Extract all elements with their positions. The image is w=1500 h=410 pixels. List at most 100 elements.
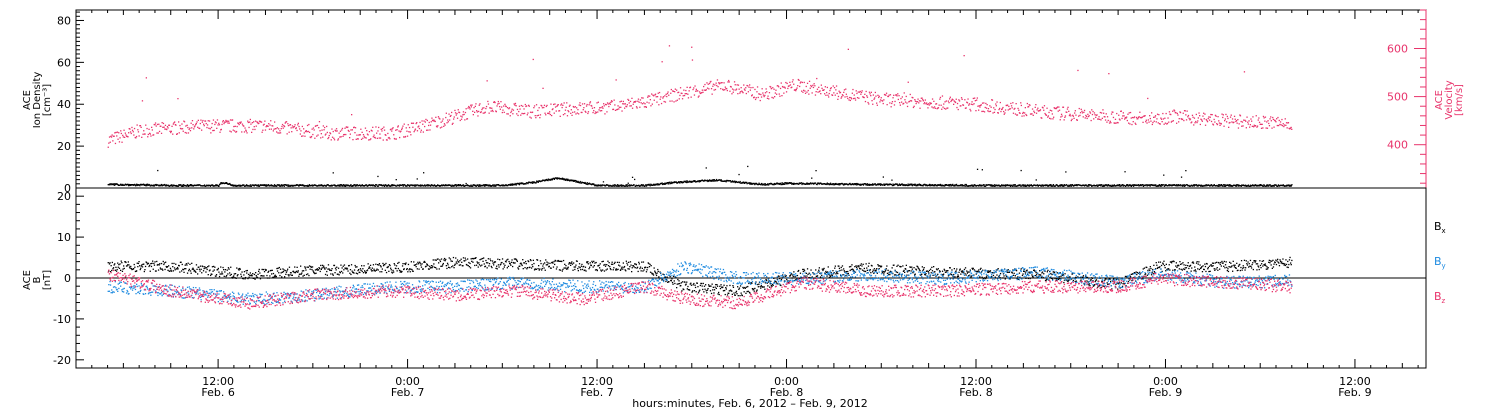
- velocity-series-point: [783, 86, 786, 88]
- velocity-series-point: [730, 86, 732, 88]
- velocity-series-point: [1189, 118, 1192, 120]
- density-series-point: [1249, 185, 1251, 187]
- velocity-series-point: [218, 124, 221, 126]
- density-series-point: [642, 184, 644, 186]
- velocity-series-point: [1252, 116, 1254, 118]
- velocity-series-point: [608, 105, 610, 108]
- density-series-point: [165, 185, 167, 187]
- bx-series-point: [532, 265, 534, 268]
- bx-series-point: [480, 265, 482, 267]
- bx-series-point: [384, 269, 386, 271]
- bx-series-point: [339, 271, 341, 273]
- velocity-series-point: [1215, 115, 1217, 117]
- velocity-series-point: [170, 130, 172, 132]
- velocity-series-point: [503, 111, 505, 113]
- velocity-series-point: [1014, 107, 1016, 110]
- density-series-point: [1291, 184, 1293, 186]
- bx-series-point: [316, 268, 318, 270]
- density-series-point: [761, 183, 763, 185]
- velocity-series-point: [1278, 124, 1280, 127]
- bx-series-point: [226, 274, 228, 277]
- bx-series-point: [272, 272, 275, 275]
- density-series-point: [345, 185, 347, 187]
- velocity-series-point: [1074, 112, 1076, 114]
- bx-series-point: [215, 275, 217, 277]
- density-series-point: [789, 182, 791, 184]
- velocity-series-point: [1290, 126, 1292, 129]
- velocity-series-point: [176, 133, 178, 135]
- bx-series-point: [337, 267, 340, 269]
- bx-series-point: [206, 268, 208, 271]
- density-series-point: [882, 184, 884, 186]
- density-series-point: [648, 183, 650, 185]
- velocity-series-point: [983, 111, 986, 113]
- velocity-series-point: [323, 129, 325, 131]
- velocity-series-point: [555, 110, 557, 112]
- velocity-series-point: [659, 98, 661, 100]
- velocity-series-point: [284, 122, 286, 124]
- velocity-series-point: [1062, 106, 1065, 108]
- velocity-series-point: [379, 137, 382, 139]
- velocity-series-point: [415, 122, 417, 125]
- density-series-point: [624, 185, 627, 187]
- velocity-series-point: [1281, 125, 1284, 127]
- bx-series-point: [249, 274, 251, 276]
- velocity-series-point: [852, 88, 854, 91]
- bx-series-point: [600, 269, 602, 271]
- velocity-series-point: [1058, 109, 1061, 111]
- velocity-series-point: [856, 92, 858, 95]
- velocity-series-point: [436, 126, 438, 128]
- bx-series-point: [220, 273, 222, 275]
- density-series-point: [878, 183, 881, 186]
- density-series-point: [1185, 170, 1187, 172]
- bx-series-point: [111, 269, 113, 272]
- density-series-point: [793, 182, 795, 184]
- velocity-series-point: [250, 123, 252, 125]
- density-series-point: [343, 184, 345, 186]
- density-series-point: [602, 181, 605, 183]
- density-series-point: [677, 181, 679, 183]
- bx-series-point: [588, 268, 590, 270]
- density-series-point: [1066, 184, 1068, 186]
- density-series-point: [596, 185, 599, 187]
- bx-series-point: [388, 270, 390, 272]
- velocity-series-point: [869, 93, 871, 95]
- velocity-series-point: [502, 109, 504, 111]
- density-series-point: [746, 181, 748, 184]
- density-series-point: [734, 181, 736, 184]
- velocity-series-point: [245, 130, 247, 132]
- velocity-series-point: [379, 133, 381, 135]
- density-series-point: [1102, 184, 1105, 186]
- bx-series-point: [581, 268, 584, 271]
- velocity-series-point: [953, 103, 955, 105]
- velocity-series-point: [929, 102, 931, 104]
- density-series-point: [351, 185, 353, 187]
- density-series-point: [1028, 184, 1030, 186]
- density-series-point: [1110, 185, 1113, 187]
- bx-series-point: [222, 266, 224, 269]
- bx-series-point: [499, 259, 501, 261]
- velocity-series-point: [336, 130, 338, 132]
- bx-series-point: [434, 259, 436, 261]
- density-series-point: [575, 180, 578, 182]
- density-series-point: [584, 182, 586, 184]
- bx-series: [107, 256, 1293, 297]
- velocity-series-point: [478, 104, 480, 106]
- density-series-point: [768, 184, 770, 186]
- bottom-axis-title: ACE: [22, 270, 33, 290]
- velocity-series-point: [1236, 122, 1238, 124]
- bx-series-point: [503, 263, 505, 265]
- bx-series-point: [326, 274, 328, 276]
- density-series-point: [473, 184, 475, 186]
- velocity-series-point: [1284, 118, 1286, 120]
- bx-series-point: [462, 257, 465, 259]
- bx-series-point: [583, 265, 585, 268]
- velocity-series-point: [327, 137, 329, 140]
- velocity-series-point: [256, 121, 258, 123]
- density-series-point: [902, 184, 904, 187]
- velocity-series-point: [1267, 120, 1269, 122]
- density-series-point: [661, 182, 663, 184]
- bx-series-point: [623, 266, 625, 269]
- velocity-series-point: [622, 103, 624, 105]
- velocity-series-point: [390, 128, 392, 130]
